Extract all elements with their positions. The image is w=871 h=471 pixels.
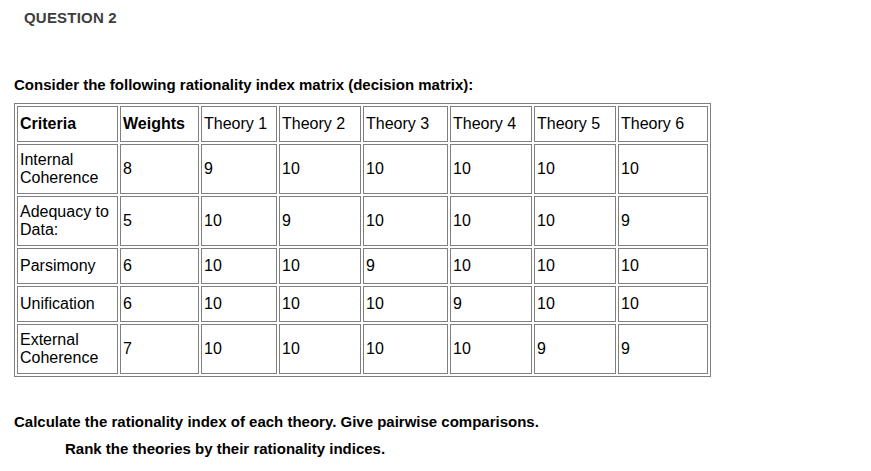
score-cell: 10 [534, 286, 616, 322]
score-cell: 9 [363, 248, 448, 284]
score-cell: 10 [363, 286, 448, 322]
score-cell: 10 [534, 144, 616, 194]
question-title: QUESTION 2 [24, 8, 871, 27]
decision-matrix-table: Criteria Weights Theory 1 Theory 2 Theor… [14, 103, 711, 377]
question-page: QUESTION 2 Consider the following ration… [0, 8, 871, 458]
column-header-theory-2: Theory 2 [279, 106, 361, 142]
column-header-theory-5: Theory 5 [534, 106, 616, 142]
weight-cell: 7 [120, 324, 199, 374]
score-cell: 10 [201, 286, 277, 322]
table-row-internal-coherence: Internal Coherence 8 9 10 10 10 10 10 [17, 144, 708, 194]
header-row: Criteria Weights Theory 1 Theory 2 Theor… [17, 106, 708, 142]
score-cell: 10 [618, 286, 708, 322]
score-cell: 10 [201, 324, 277, 374]
criterion-cell: External Coherence [17, 324, 118, 374]
score-cell: 9 [201, 144, 277, 194]
score-cell: 10 [363, 196, 448, 246]
table-row-external-coherence: External Coherence 7 10 10 10 10 9 9 [17, 324, 708, 374]
column-header-criteria: Criteria [17, 106, 118, 142]
score-cell: 10 [279, 324, 361, 374]
score-cell: 10 [534, 196, 616, 246]
score-cell: 9 [534, 324, 616, 374]
weight-cell: 6 [120, 248, 199, 284]
table-row-unification: Unification 6 10 10 10 9 10 10 [17, 286, 708, 322]
score-cell: 10 [279, 144, 361, 194]
column-header-theory-3: Theory 3 [363, 106, 448, 142]
score-cell: 10 [450, 144, 532, 194]
table-row-parsimony: Parsimony 6 10 10 9 10 10 10 [17, 248, 708, 284]
score-cell: 9 [618, 324, 708, 374]
table-row-adequacy-to-data: Adequacy to Data: 5 10 9 10 10 10 9 [17, 196, 708, 246]
score-cell: 10 [450, 196, 532, 246]
score-cell: 10 [450, 248, 532, 284]
score-cell: 10 [363, 324, 448, 374]
score-cell: 10 [450, 324, 532, 374]
score-cell: 10 [618, 144, 708, 194]
weight-cell: 5 [120, 196, 199, 246]
score-cell: 9 [279, 196, 361, 246]
criterion-cell: Adequacy to Data: [17, 196, 118, 246]
intro-text: Consider the following rationality index… [14, 76, 871, 94]
score-cell: 10 [534, 248, 616, 284]
column-header-theory-1: Theory 1 [201, 106, 277, 142]
score-cell: 10 [201, 248, 277, 284]
score-cell: 10 [363, 144, 448, 194]
criterion-cell: Internal Coherence [17, 144, 118, 194]
score-cell: 9 [450, 286, 532, 322]
instruction-calculate: Calculate the rationality index of each … [14, 413, 871, 431]
column-header-weights: Weights [120, 106, 199, 142]
column-header-theory-6: Theory 6 [618, 106, 708, 142]
criterion-cell: Unification [17, 286, 118, 322]
score-cell: 9 [618, 196, 708, 246]
score-cell: 10 [279, 248, 361, 284]
instruction-rank: Rank the theories by their rationality i… [65, 440, 871, 458]
score-cell: 10 [279, 286, 361, 322]
weight-cell: 6 [120, 286, 199, 322]
weight-cell: 8 [120, 144, 199, 194]
score-cell: 10 [201, 196, 277, 246]
criterion-cell: Parsimony [17, 248, 118, 284]
score-cell: 10 [618, 248, 708, 284]
column-header-theory-4: Theory 4 [450, 106, 532, 142]
